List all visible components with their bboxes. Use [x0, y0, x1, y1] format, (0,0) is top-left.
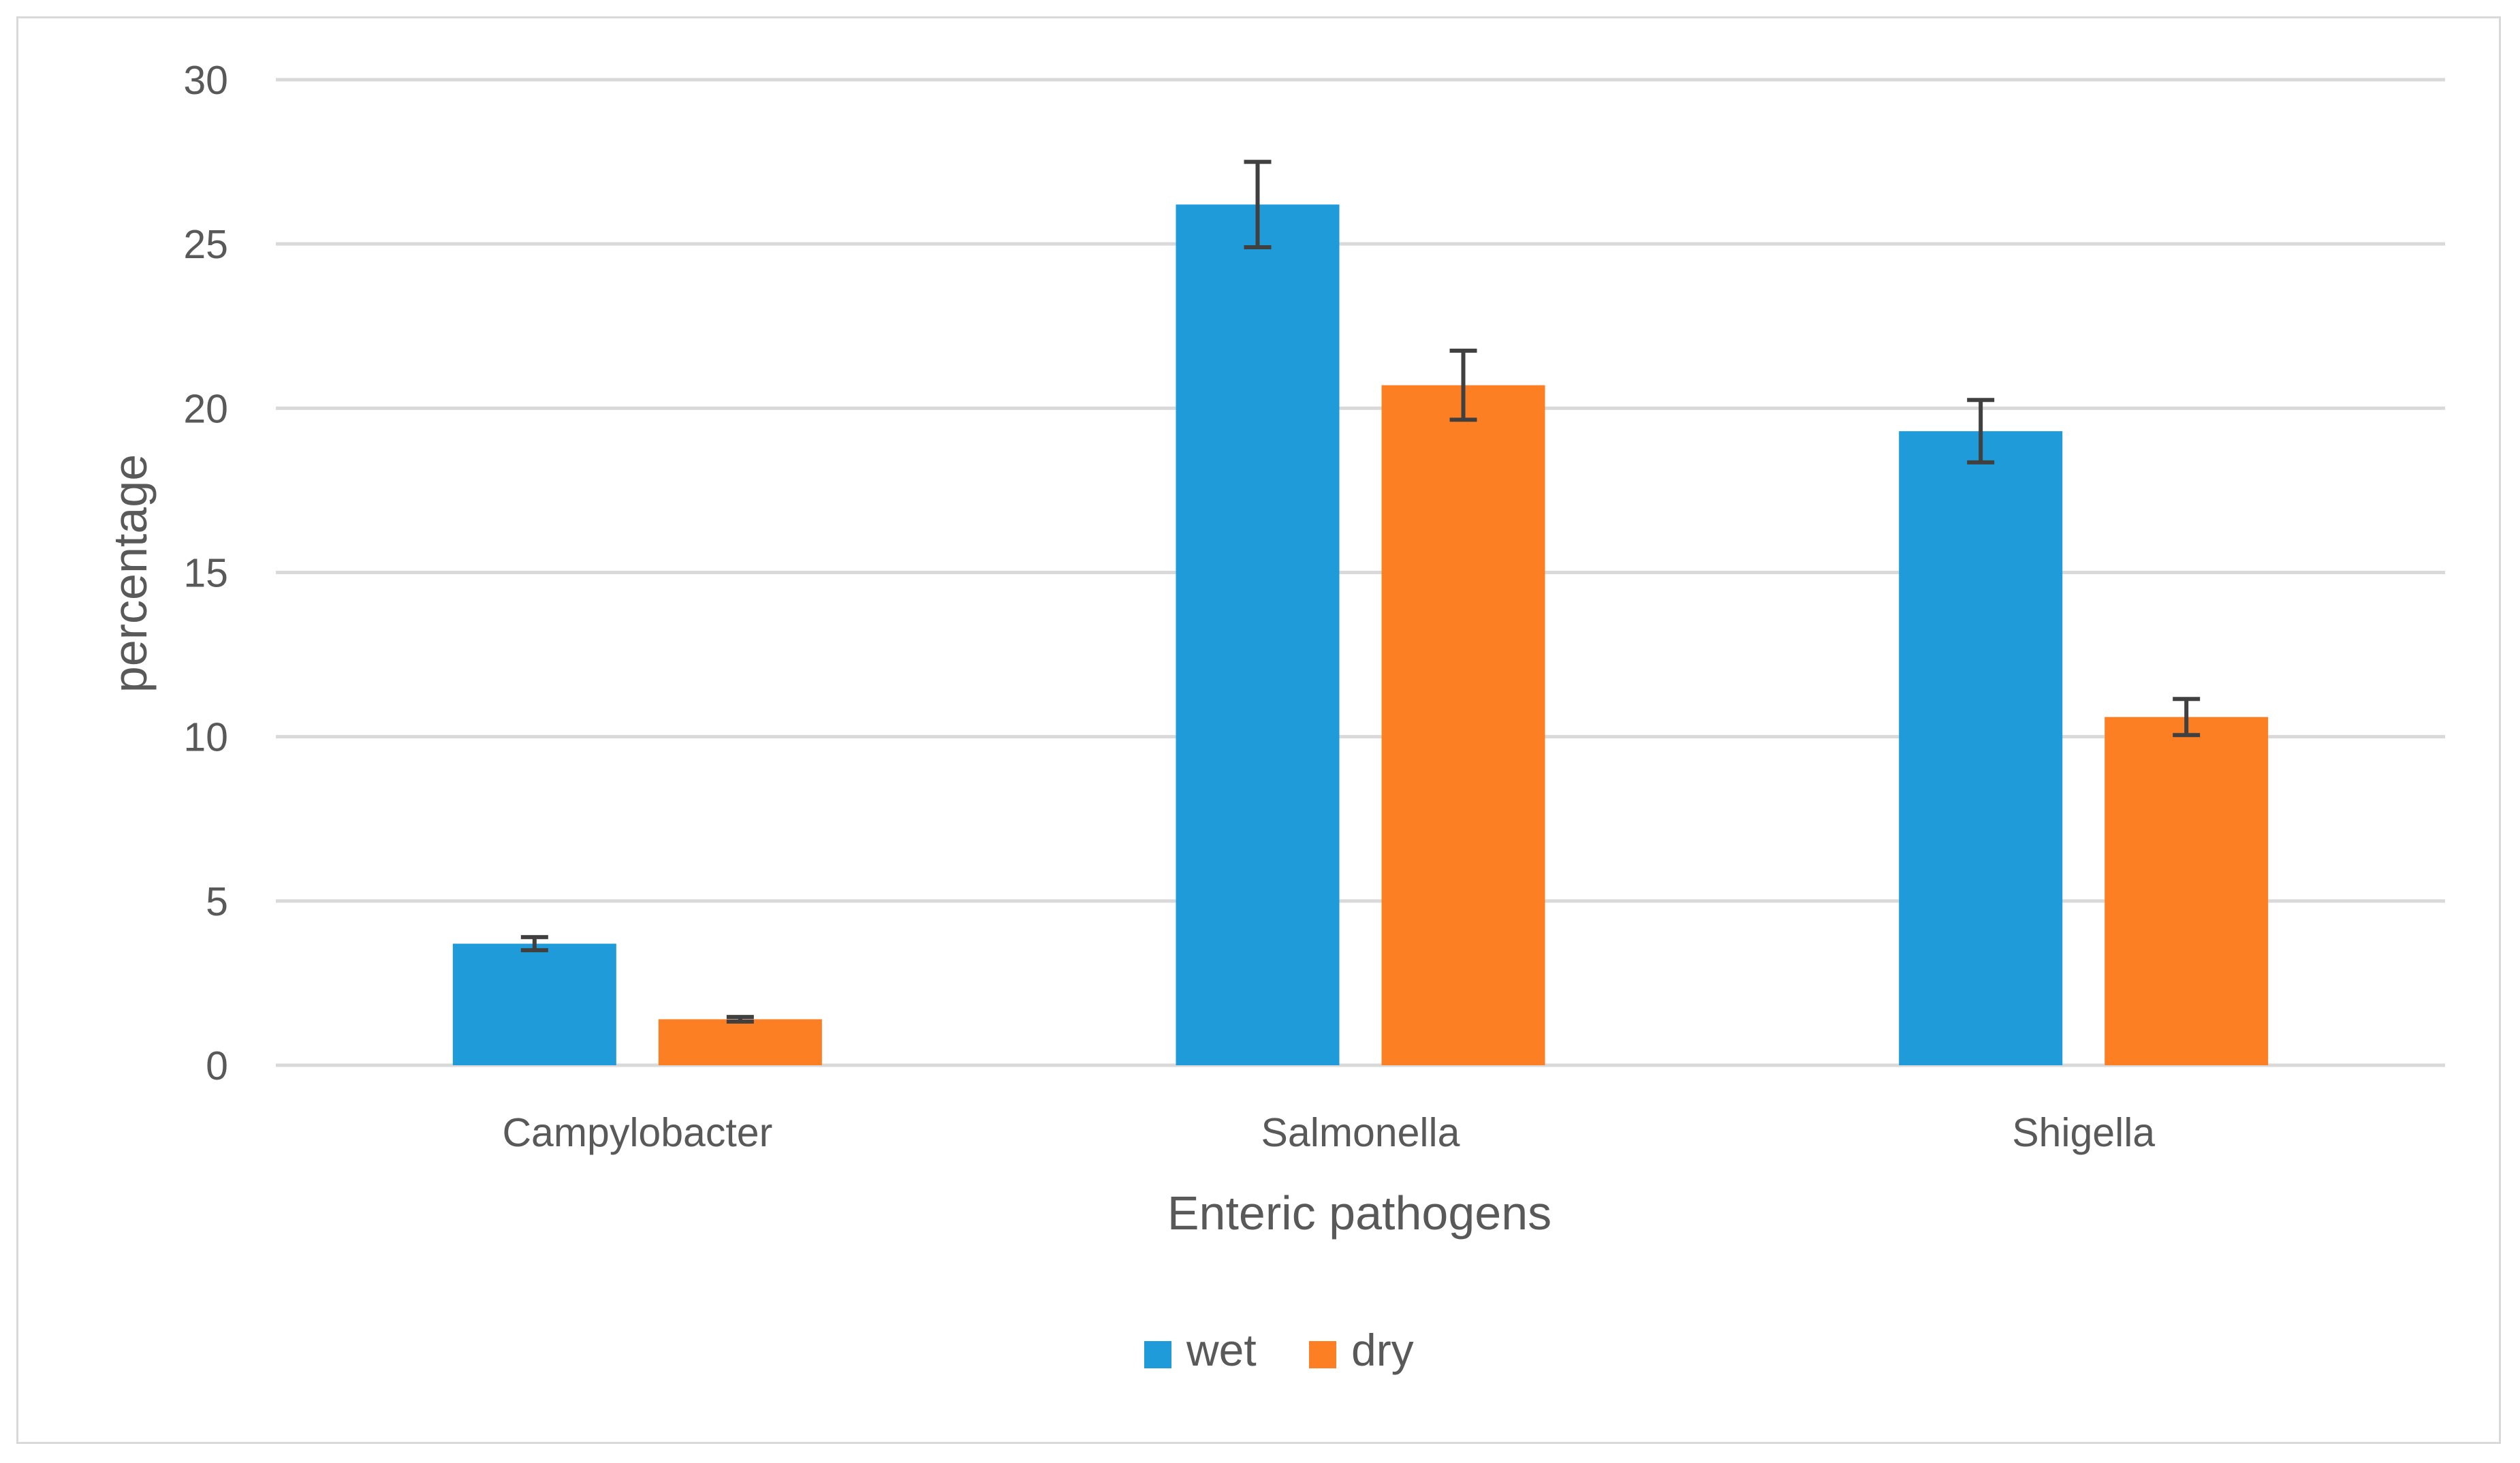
error-bar-dry-shigella	[2173, 697, 2201, 738]
x-tick-label: Shigella	[2012, 1110, 2155, 1155]
legend-swatch-dry	[1309, 1341, 1336, 1368]
y-tick-label: 20	[183, 386, 228, 431]
legend-label-wet: wet	[1186, 1325, 1257, 1375]
error-bar-dry-salmonella	[1449, 348, 1477, 422]
legend-label-dry: dry	[1351, 1325, 1414, 1375]
legend-swatch-wet	[1144, 1341, 1171, 1368]
x-axis-ticks: Campylobacter Salmonella Shigella	[502, 1110, 2155, 1155]
legend: wet dry	[1144, 1325, 1414, 1375]
bar-dry-salmonella	[1381, 385, 1545, 1065]
y-tick-label: 5	[206, 879, 228, 924]
y-tick-label: 0	[206, 1043, 228, 1088]
bar-wet-salmonella	[1176, 204, 1340, 1066]
y-tick-label: 30	[183, 58, 228, 103]
x-tick-label: Salmonella	[1261, 1110, 1460, 1155]
y-axis-title: percentage	[104, 454, 157, 693]
error-bar-dry-campylobacter	[726, 1015, 754, 1024]
y-axis-ticks: 0 5 10 15 20 25 30	[183, 58, 228, 1088]
y-tick-label: 10	[183, 715, 228, 760]
bar-wet-shigella	[1899, 431, 2063, 1065]
gridlines	[276, 78, 2445, 1067]
error-bar-wet-shigella	[1967, 398, 1995, 465]
bar-dry-campylobacter	[658, 1019, 822, 1065]
error-bars	[520, 159, 2201, 1024]
bar-wet-campylobacter	[452, 943, 616, 1065]
bars	[452, 204, 2269, 1066]
error-bar-wet-salmonella	[1244, 159, 1272, 249]
x-axis-title: Enteric pathogens	[1167, 1186, 1552, 1240]
bar-dry-shigella	[2105, 717, 2269, 1065]
y-tick-label: 15	[183, 551, 228, 596]
error-bar-wet-campylobacter	[520, 934, 548, 953]
y-tick-label: 25	[183, 222, 228, 267]
x-tick-label: Campylobacter	[502, 1110, 772, 1155]
